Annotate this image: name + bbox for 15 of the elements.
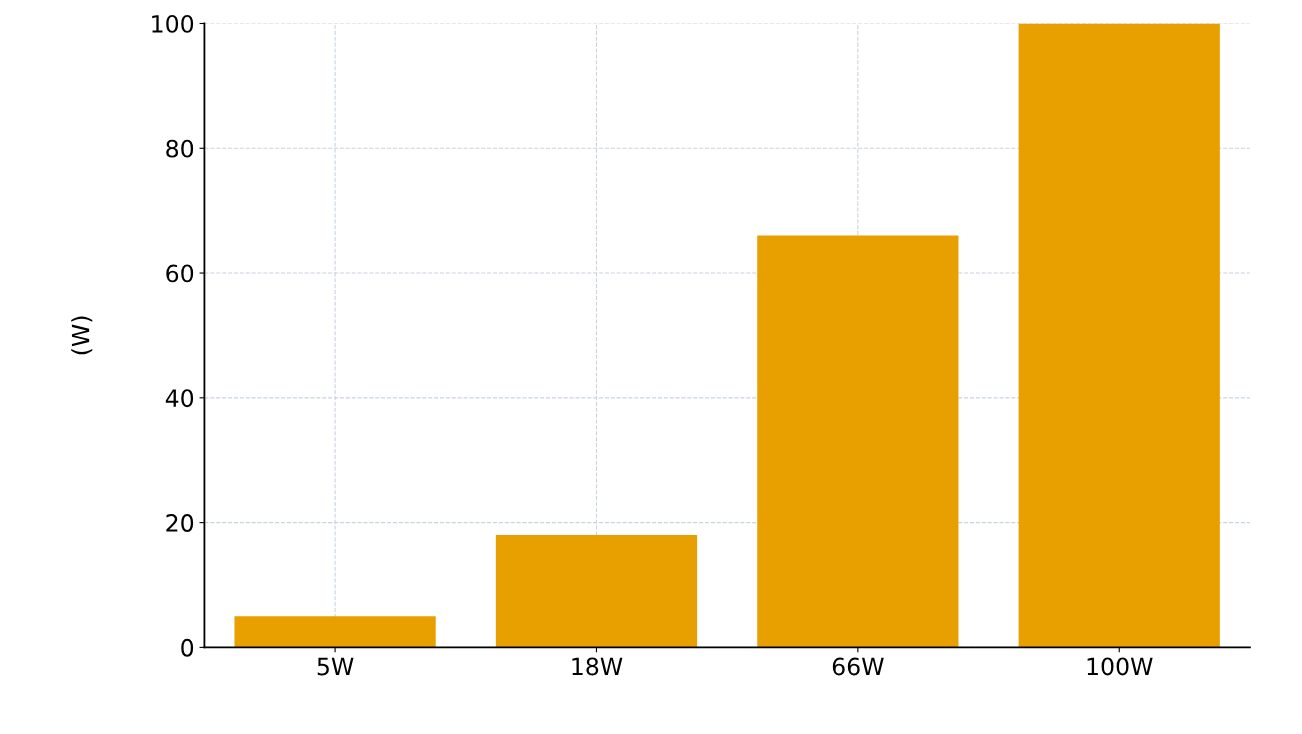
x-tick-label: 66W <box>832 657 884 676</box>
y-tick-label: 40 <box>165 389 194 408</box>
y-tick-label: 60 <box>166 264 194 283</box>
y-axis-title: (W) <box>71 316 93 355</box>
y-tick-label: 0 <box>181 638 194 657</box>
bar <box>234 616 436 648</box>
y-tick-label: 100 <box>152 14 194 33</box>
bar <box>757 235 959 648</box>
y-tick-label: 20 <box>166 514 194 532</box>
bar <box>495 535 698 648</box>
bar <box>1018 23 1220 648</box>
x-tick-label: 100W <box>1087 657 1153 676</box>
x-tick-label: 18W <box>572 657 623 676</box>
y-tick-label: 80 <box>166 139 194 158</box>
x-tick-label: 5W <box>317 657 354 676</box>
